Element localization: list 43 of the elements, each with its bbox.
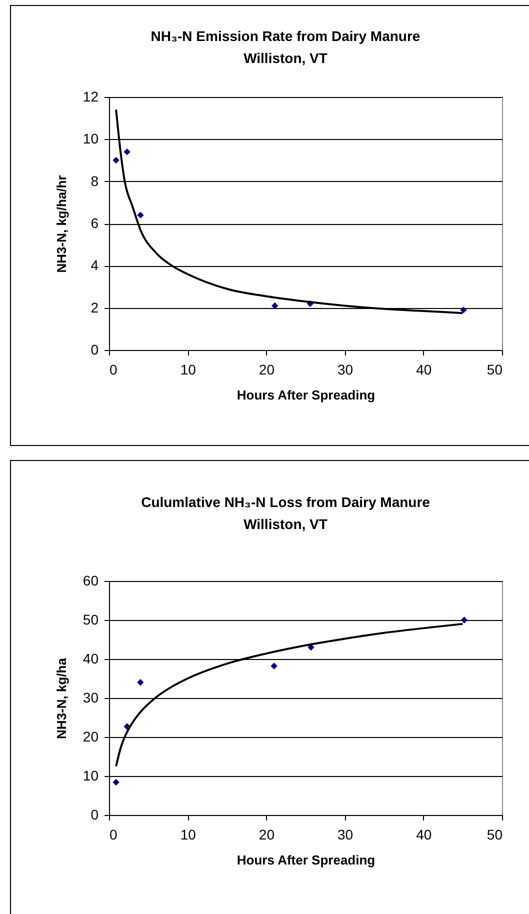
y-tick-label: 6: [90, 215, 99, 231]
y-tick-label: 10: [82, 768, 99, 784]
y-tick-label: 12: [82, 88, 99, 104]
point: [112, 778, 120, 786]
y-tick-label: 10: [82, 130, 99, 147]
y-axis-title: NH3-N, kg/ha/hr: [54, 175, 69, 273]
y-tick-label: 0: [90, 342, 99, 358]
point: [137, 212, 144, 218]
x-tick-label: 10: [180, 826, 196, 842]
point: [460, 306, 467, 314]
point: [270, 662, 278, 670]
x-tick-label: 40: [416, 826, 432, 842]
y-tick-label: 4: [90, 257, 99, 274]
y-tick-label: 50: [82, 612, 99, 628]
y-tick-label: 8: [90, 172, 99, 189]
y-tick-label: 0: [90, 806, 99, 822]
x-tick-label: 30: [338, 826, 354, 842]
x-tick-label: 30: [338, 362, 354, 378]
x-tick-label: 0: [110, 826, 118, 842]
chart-subtitle: Williston, VT: [244, 516, 328, 532]
x-tick-label: 20: [258, 826, 275, 842]
y-tick-label: 30: [82, 690, 99, 706]
chart-subtitle: Williston, VT: [244, 50, 328, 66]
chart-title: Culumlative NH₃-N Loss from Dairy Manure: [141, 494, 430, 510]
x-tick-label: 50: [486, 362, 503, 378]
chart-title: NH₃-N Emission Rate from Dairy Manure: [150, 28, 420, 44]
x-axis-title: Hours After Spreading: [236, 852, 376, 868]
point: [124, 148, 130, 156]
point: [271, 302, 278, 310]
y-tick-label: 2: [90, 299, 99, 316]
x-axis-title: Hours After Spreading: [236, 388, 376, 402]
y-tick-label: 40: [82, 650, 99, 666]
y-axis-title: NH3-N, kg/ha: [54, 657, 69, 739]
x-tick-label: 20: [258, 362, 275, 378]
x-tick-label: 10: [180, 362, 196, 378]
point: [137, 679, 144, 686]
x-tick-label: 40: [416, 362, 432, 378]
point: [460, 616, 468, 624]
point: [112, 156, 120, 164]
x-tick-label: 0: [110, 362, 118, 378]
y-tick-label: 20: [82, 728, 99, 744]
x-tick-label: 50: [486, 826, 503, 842]
y-tick-label: 60: [82, 572, 99, 588]
